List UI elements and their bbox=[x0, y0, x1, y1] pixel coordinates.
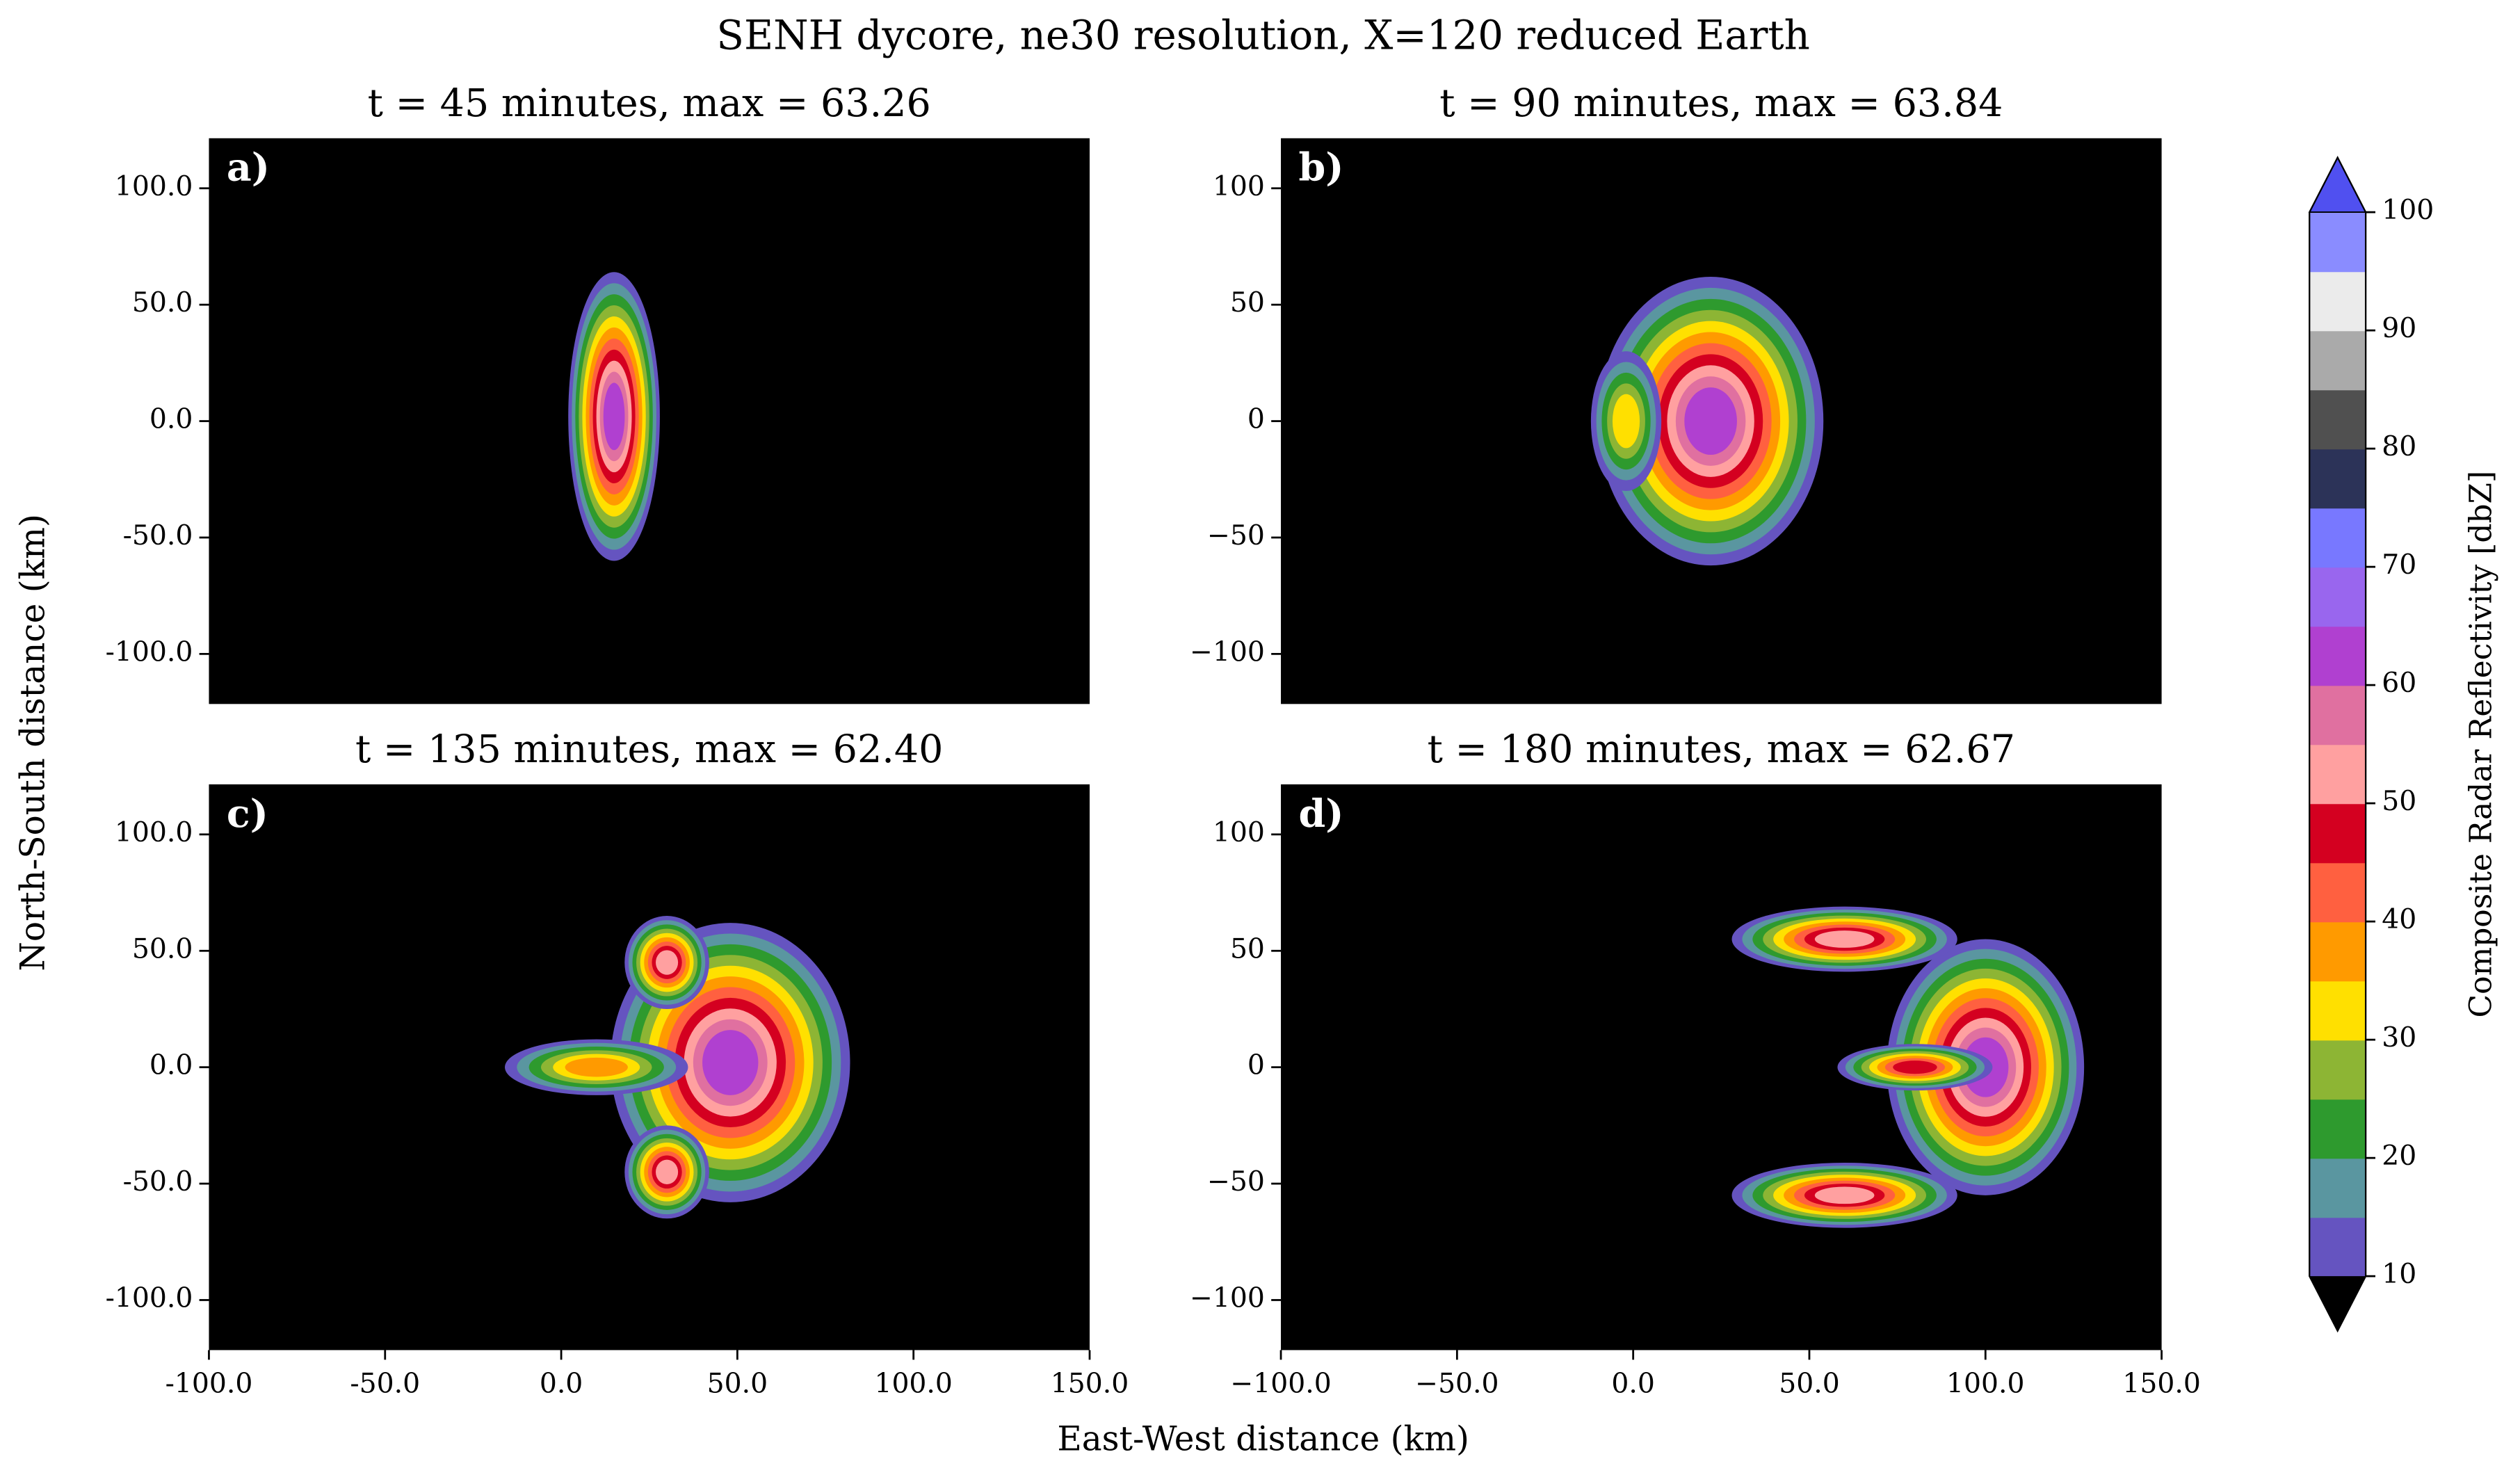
y-tick-label: 0 bbox=[1247, 1050, 1265, 1081]
storm bbox=[505, 916, 850, 1219]
y-tick-label: 100 bbox=[1213, 817, 1265, 848]
reflectivity-region bbox=[565, 1057, 628, 1077]
y-tick-label: 50.0 bbox=[132, 287, 193, 318]
colorbar-segment bbox=[2309, 862, 2366, 923]
y-tick-label: 100.0 bbox=[115, 817, 193, 848]
reflectivity-region bbox=[1612, 394, 1640, 449]
colorbar-segment bbox=[2309, 271, 2366, 332]
colorbar-segment bbox=[2309, 921, 2366, 982]
x-tick-label: 50.0 bbox=[1779, 1368, 1839, 1399]
colorbar-under bbox=[2309, 1276, 2366, 1331]
panel-label: a) bbox=[227, 145, 270, 191]
colorbar-segment bbox=[2309, 626, 2366, 686]
y-tick-label: -50.0 bbox=[123, 1166, 193, 1197]
reflectivity-region bbox=[603, 382, 625, 451]
y-tick-label: 50.0 bbox=[132, 933, 193, 965]
y-tick-label: 0.0 bbox=[150, 1050, 193, 1081]
y-tick-label: -50.0 bbox=[123, 520, 193, 551]
colorbar-segment bbox=[2309, 567, 2366, 627]
x-axis-label: East-West distance (km) bbox=[1057, 1420, 1469, 1459]
x-tick-label: 100.0 bbox=[1946, 1368, 2024, 1399]
x-tick-label: 150.0 bbox=[1051, 1368, 1129, 1399]
panel-label: d) bbox=[1298, 791, 1343, 837]
reflectivity-region bbox=[1893, 1060, 1937, 1074]
colorbar-tick-label: 70 bbox=[2382, 549, 2416, 581]
reflectivity-region bbox=[656, 950, 679, 975]
reflectivity-region bbox=[1814, 930, 1875, 948]
colorbar-segment bbox=[2309, 449, 2366, 509]
figure-title: SENH dycore, ne30 resolution, X=120 redu… bbox=[716, 12, 1809, 59]
colorbar-segment bbox=[2309, 1099, 2366, 1159]
colorbar-tick-label: 80 bbox=[2382, 431, 2416, 462]
storm bbox=[1731, 906, 2085, 1228]
colorbar-label: Composite Radar Reflectivity [dbZ] bbox=[2463, 471, 2498, 1018]
x-tick-label: −50.0 bbox=[1415, 1368, 1499, 1399]
reflectivity-region bbox=[656, 1159, 679, 1185]
colorbar-segment bbox=[2309, 1217, 2366, 1277]
y-tick-label: −50 bbox=[1207, 1166, 1265, 1197]
y-tick-label: −100 bbox=[1190, 1282, 1265, 1314]
reflectivity-region bbox=[1814, 1186, 1875, 1204]
storm bbox=[568, 272, 660, 561]
colorbar-segment bbox=[2309, 389, 2366, 450]
colorbar-tick-label: 10 bbox=[2382, 1259, 2416, 1290]
colorbar-segment bbox=[2309, 1158, 2366, 1218]
colorbar-segment bbox=[2309, 685, 2366, 745]
y-axis-label: North-South distance (km) bbox=[13, 514, 52, 971]
colorbar-tick-label: 50 bbox=[2382, 786, 2416, 817]
colorbar-segment bbox=[2309, 212, 2366, 273]
colorbar-tick-label: 100 bbox=[2382, 195, 2434, 226]
x-tick-label: 150.0 bbox=[2122, 1368, 2200, 1399]
y-tick-label: 0 bbox=[1247, 404, 1265, 435]
panel-title: t = 90 minutes, max = 63.84 bbox=[1439, 81, 2003, 126]
y-tick-label: 0.0 bbox=[150, 404, 193, 435]
colorbar-tick-label: 90 bbox=[2382, 313, 2416, 344]
y-tick-label: 100 bbox=[1213, 171, 1265, 202]
y-tick-label: −50 bbox=[1207, 520, 1265, 551]
colorbar-tick-label: 30 bbox=[2382, 1022, 2416, 1054]
panel-label: b) bbox=[1298, 145, 1343, 191]
colorbar-segment bbox=[2309, 744, 2366, 805]
panel-label: c) bbox=[227, 791, 268, 837]
panel-title: t = 135 minutes, max = 62.40 bbox=[355, 727, 943, 772]
y-tick-label: 100.0 bbox=[115, 171, 193, 202]
panel-title: t = 180 minutes, max = 62.67 bbox=[1428, 727, 2015, 772]
colorbar-tick-label: 40 bbox=[2382, 904, 2416, 935]
x-tick-label: -50.0 bbox=[350, 1368, 420, 1399]
y-tick-label: 50 bbox=[1230, 933, 1265, 965]
x-tick-label: 0.0 bbox=[1611, 1368, 1654, 1399]
x-tick-label: 50.0 bbox=[707, 1368, 768, 1399]
colorbar-segment bbox=[2309, 981, 2366, 1041]
y-tick-label: −100 bbox=[1190, 636, 1265, 668]
storm bbox=[1590, 276, 1824, 566]
colorbar-tick-label: 60 bbox=[2382, 668, 2416, 699]
y-tick-label: -100.0 bbox=[106, 636, 193, 668]
y-tick-label: -100.0 bbox=[106, 1282, 193, 1314]
colorbar-over bbox=[2308, 156, 2367, 213]
colorbar-segment bbox=[2309, 330, 2366, 391]
reflectivity-region bbox=[702, 1030, 759, 1095]
x-tick-label: −100.0 bbox=[1230, 1368, 1331, 1399]
colorbar-segment bbox=[2309, 1040, 2366, 1100]
x-tick-label: 100.0 bbox=[874, 1368, 952, 1399]
colorbar-segment bbox=[2309, 508, 2366, 568]
x-tick-label: 0.0 bbox=[540, 1368, 583, 1399]
colorbar-tick-label: 20 bbox=[2382, 1140, 2416, 1172]
y-tick-label: 50 bbox=[1230, 287, 1265, 318]
x-tick-label: -100.0 bbox=[165, 1368, 253, 1399]
colorbar-segment bbox=[2309, 803, 2366, 864]
reflectivity-region bbox=[1684, 387, 1737, 455]
panel-title: t = 45 minutes, max = 63.26 bbox=[368, 81, 931, 126]
